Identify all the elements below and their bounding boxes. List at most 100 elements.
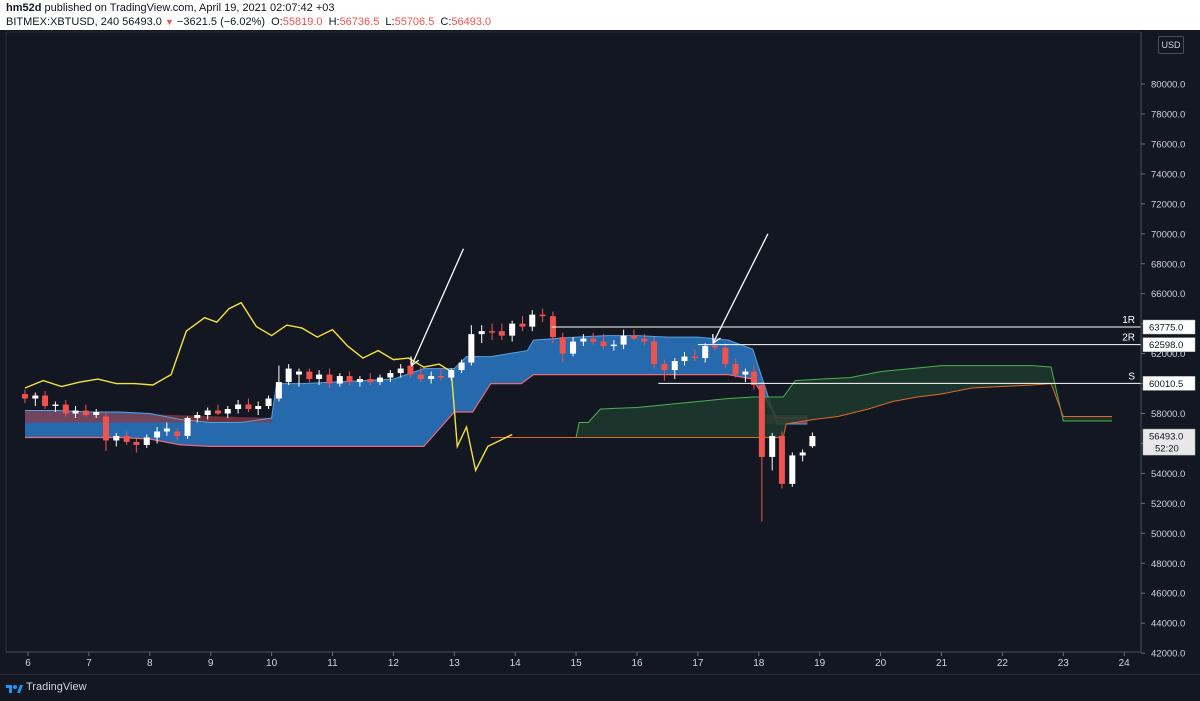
y-tick-label: 62000.0 (1151, 349, 1185, 360)
publish-info: published on TradingView.com, April 19, … (41, 2, 335, 14)
price-label-text: 63775.0 (1149, 323, 1183, 334)
candle-up (799, 452, 806, 456)
x-tick-label: 6 (25, 658, 31, 669)
candle-down (306, 371, 313, 380)
candle-down (559, 337, 566, 354)
candle-up (316, 374, 323, 380)
candle-up (194, 414, 201, 418)
candle-up (620, 335, 627, 345)
candle-up (610, 344, 617, 347)
y-tick-label: 78000.0 (1151, 110, 1185, 121)
candle-up (397, 368, 404, 374)
candle-down (661, 364, 668, 371)
candle-up (387, 373, 394, 378)
candle-down (346, 376, 353, 383)
price-label-text: 60010.5 (1149, 379, 1183, 390)
x-tick-label: 14 (510, 658, 522, 669)
candle-down (498, 331, 505, 336)
candle-up (468, 334, 475, 363)
candle-down (691, 356, 698, 359)
candle-up (509, 323, 516, 336)
candle-up (671, 361, 678, 371)
candle-down (630, 335, 637, 339)
candle-down (407, 365, 414, 375)
candle-up (742, 371, 749, 375)
tradingview-logo-icon (6, 685, 23, 693)
candle-up (275, 382, 282, 399)
candle-down (651, 341, 658, 365)
candle-down (367, 379, 374, 383)
x-tick-label: 20 (875, 658, 887, 669)
x-tick-label: 22 (997, 658, 1009, 669)
price-label-box (1142, 428, 1196, 456)
candle-down (750, 371, 757, 386)
price-label-text: 56493.0 (1149, 432, 1183, 443)
price-label-box (1142, 376, 1196, 391)
candle-up (285, 368, 292, 383)
publish-line: hm52d published on TradingView.com, Apri… (6, 2, 335, 14)
author-name[interactable]: hm52d (6, 2, 42, 14)
candle-up (529, 314, 536, 327)
candle-up (265, 398, 272, 407)
candle-up (93, 412, 100, 415)
candle-up (570, 341, 577, 354)
x-tick-label: 15 (571, 658, 583, 669)
candle-down (519, 323, 526, 327)
x-tick-label: 24 (1119, 658, 1131, 669)
candle-down (539, 314, 546, 317)
candle-down (590, 338, 597, 342)
level-tag: S (1128, 371, 1135, 382)
symbol-line: BITMEX:XBTUSD, 240 56493.0 ▼ −3621.5 (−6… (6, 16, 491, 28)
y-tick-label: 76000.0 (1151, 139, 1185, 150)
x-tick-label: 7 (86, 658, 92, 669)
candle-up (458, 362, 465, 371)
y-tick-label: 74000.0 (1151, 169, 1185, 180)
candle-down (245, 404, 252, 410)
candle-up (113, 435, 120, 441)
candle-up (580, 338, 587, 342)
candle-up (72, 410, 79, 414)
x-tick-label: 10 (266, 658, 278, 669)
candle-up (769, 435, 776, 457)
candle-up (681, 356, 688, 362)
candle-down (722, 347, 729, 365)
x-tick-label: 12 (388, 658, 400, 669)
candle-down (62, 404, 69, 414)
arrow-head-icon (712, 334, 721, 345)
y-tick-label: 42000.0 (1151, 649, 1185, 660)
x-tick-label: 11 (327, 658, 338, 669)
high-label: H: (328, 16, 340, 28)
candle-up (336, 376, 343, 384)
low-label: L: (385, 16, 395, 28)
y-tick-label: 48000.0 (1151, 559, 1185, 570)
y-tick-label: 52000.0 (1151, 499, 1185, 510)
level-tag: 1R (1122, 315, 1135, 326)
candle-down (21, 394, 28, 399)
candle-up (32, 395, 39, 399)
x-tick-label: 8 (147, 658, 153, 669)
price-chart[interactable]: 1R 2R S 42000.0 44000.0 46000.0 48000.0 50000.0… (0, 30, 1200, 674)
y-tick-label: 50000.0 (1151, 529, 1185, 540)
candle-down (732, 364, 739, 375)
candle-up (356, 379, 363, 383)
x-tick-label: 16 (631, 658, 643, 669)
candle-down (174, 431, 181, 436)
close-value: 56493.0 (451, 16, 492, 28)
open-label: O: (271, 16, 283, 28)
candle-down (82, 410, 89, 415)
bar-countdown: 52:20 (1155, 444, 1179, 455)
future-senkou-a-line (490, 365, 1112, 438)
x-tick-label: 9 (208, 658, 214, 669)
currency-badge[interactable]: USD (1158, 36, 1184, 54)
candle-down (711, 346, 718, 348)
arrow-head-icon (410, 356, 420, 367)
x-tick-label: 18 (753, 658, 765, 669)
x-tick-label: 21 (936, 658, 948, 669)
brand-name[interactable]: TradingView (26, 681, 87, 693)
future-senkou-b-line (490, 383, 1112, 438)
candle-down (102, 416, 109, 441)
candle-up (204, 410, 211, 415)
candle-up (154, 431, 161, 438)
candle-down (215, 410, 222, 414)
footer-bar: TradingView (0, 674, 1200, 701)
